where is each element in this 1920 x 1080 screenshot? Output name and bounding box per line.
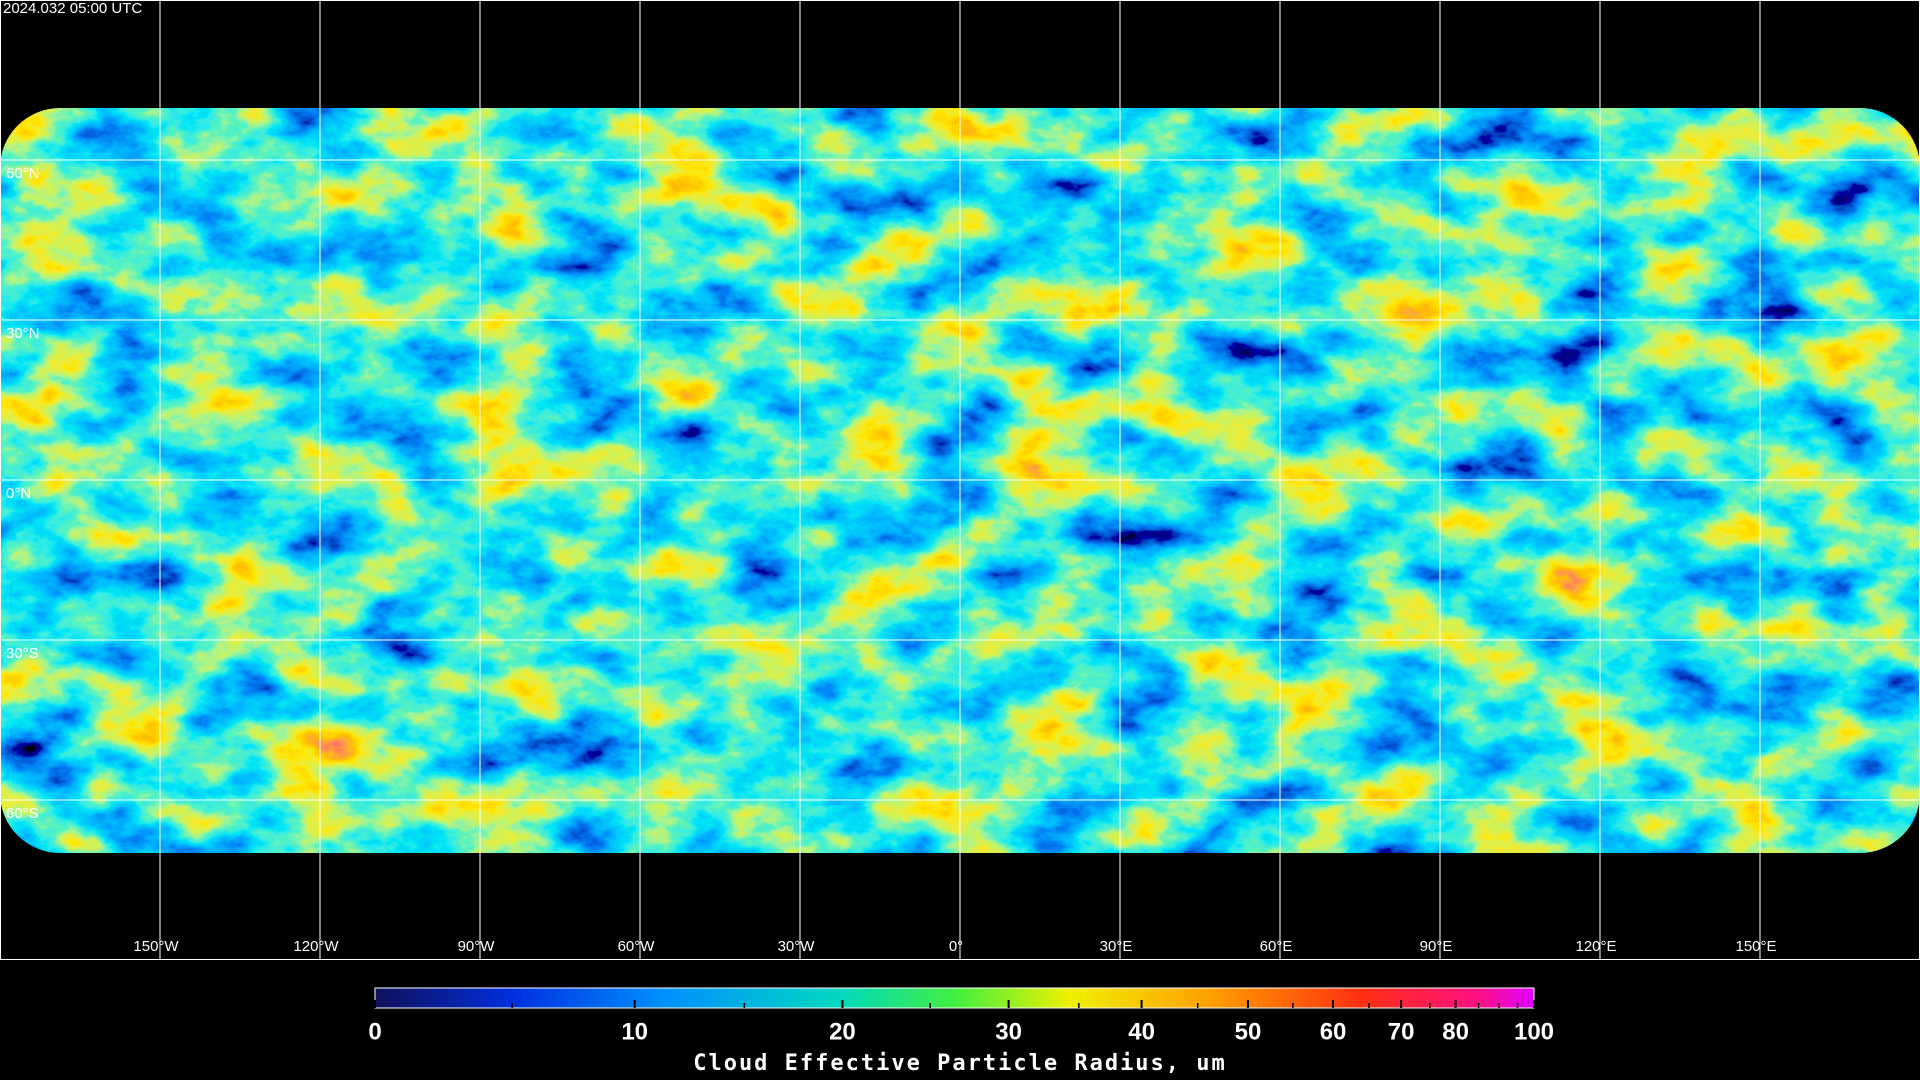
colorbar-tick-label: 30 — [995, 1018, 1022, 1045]
colorbar-tick-label: 20 — [829, 1018, 856, 1045]
longitude-label: 90°W — [458, 938, 496, 955]
longitude-label: 60°W — [618, 938, 656, 955]
latitude-label: 60°N — [6, 165, 40, 182]
colorbar-tick-label: 50 — [1235, 1018, 1262, 1045]
colorbar-title: Cloud Effective Particle Radius, um — [693, 1051, 1227, 1076]
longitude-label: 120°E — [1575, 938, 1616, 955]
colorbar-tick-label: 10 — [621, 1018, 648, 1045]
longitude-label: 30°E — [1100, 938, 1133, 955]
longitude-label: 90°E — [1420, 938, 1453, 955]
colorbar — [374, 987, 1535, 1009]
longitude-label: 150°E — [1735, 938, 1776, 955]
longitude-label: 30°W — [778, 938, 816, 955]
longitude-label: 150°W — [133, 938, 179, 955]
longitude-label: 120°W — [293, 938, 339, 955]
colorbar-tick-label: 60 — [1320, 1018, 1347, 1045]
colorbar-tick-label: 100 — [1514, 1018, 1554, 1045]
longitude-label: 0° — [949, 938, 963, 955]
colorbar-tick-label: 0 — [368, 1018, 381, 1045]
latitude-label: 0°N — [6, 485, 31, 502]
colorbar-tick-label: 40 — [1128, 1018, 1155, 1045]
longitude-label: 60°E — [1260, 938, 1293, 955]
latitude-label: 30°S — [6, 645, 39, 662]
colorbar-tick-label: 70 — [1388, 1018, 1415, 1045]
colorbar-tick-label: 80 — [1442, 1018, 1469, 1045]
timestamp: 2024.032 05:00 UTC — [3, 0, 142, 17]
latitude-label: 30°N — [6, 325, 40, 342]
latitude-label: 60°S — [6, 805, 39, 822]
